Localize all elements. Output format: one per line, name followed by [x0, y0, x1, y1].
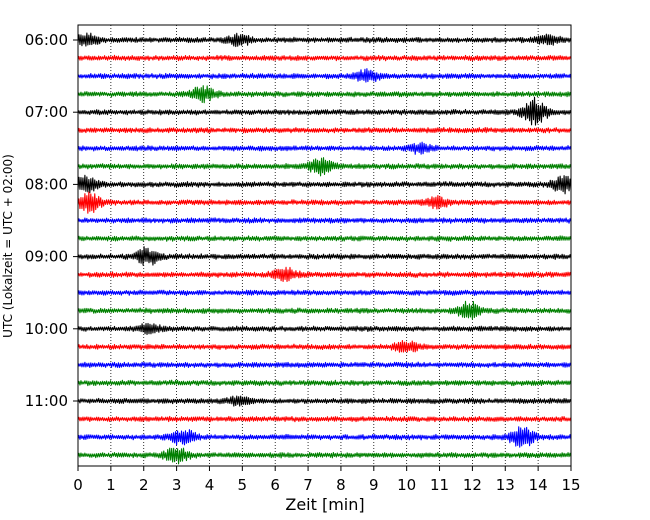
y-tick-label: 06:00: [25, 31, 68, 49]
x-tick-label: 12: [463, 476, 482, 494]
x-tick-label: 13: [496, 476, 515, 494]
x-tick-label: 0: [73, 476, 83, 494]
trace-line: [77, 85, 572, 104]
trace-line: [77, 141, 572, 155]
trace-line: [77, 361, 572, 369]
trace-line: [77, 54, 572, 62]
trace-line: [77, 191, 572, 214]
y-tick-label: 08:00: [25, 175, 68, 193]
x-axis-label: Zeit [min]: [285, 495, 364, 514]
trace-line: [77, 289, 572, 296]
trace-line: [77, 415, 572, 423]
trace-line: [77, 266, 572, 283]
x-tick-label: 10: [397, 476, 416, 494]
trace-line: [77, 339, 572, 353]
x-tick-label: 11: [430, 476, 449, 494]
trace-line: [77, 426, 572, 448]
x-tick-label: 8: [336, 476, 346, 494]
trace-line: [77, 322, 572, 336]
y-tick-label: 07:00: [25, 103, 68, 121]
trace-line: [77, 217, 572, 224]
axis-ticks: 0 1 2 3 4 5 6 7 8 9 10 11 12 13 14 1506:0007:0008:0009:…: [25, 31, 581, 494]
seismic-traces: [77, 32, 572, 465]
x-tick-label: 2: [139, 476, 149, 494]
x-tick-label: 3: [172, 476, 182, 494]
x-tick-label: 9: [369, 476, 379, 494]
x-tick-label: 15: [561, 476, 580, 494]
y-tick-label: 10:00: [25, 320, 68, 338]
x-tick-label: 1: [106, 476, 116, 494]
plot-frame: [77, 24, 572, 467]
trace-line: [77, 126, 572, 134]
x-tick-label: 5: [238, 476, 248, 494]
x-tick-label: 14: [529, 476, 548, 494]
x-tick-label: 7: [303, 476, 313, 494]
y-axis-label: UTC (Lokalzeit = UTC + 02:00): [1, 154, 15, 338]
x-tick-label: 4: [205, 476, 215, 494]
trace-line: [77, 174, 572, 195]
trace-line: [77, 246, 572, 266]
trace-line: [77, 395, 572, 407]
trace-line: [77, 32, 572, 48]
trace-line: [77, 157, 572, 177]
x-tick-label: 6: [270, 476, 280, 494]
y-tick-label: 09:00: [25, 248, 68, 266]
trace-line: [77, 379, 572, 387]
trace-line: [77, 300, 572, 320]
y-tick-label: 11:00: [25, 392, 68, 410]
trace-line: [77, 68, 572, 83]
trace-line: [77, 235, 572, 242]
trace-line: [77, 96, 572, 126]
trace-line: [77, 447, 572, 465]
